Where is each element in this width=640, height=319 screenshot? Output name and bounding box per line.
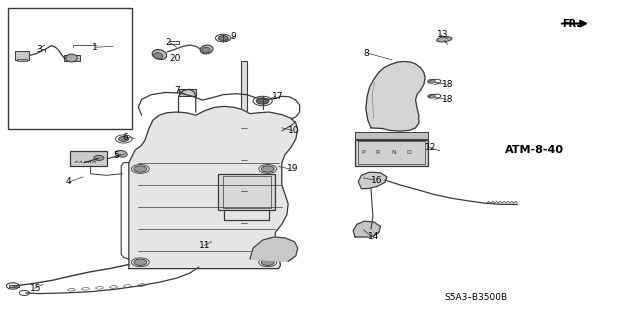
Text: FR.: FR.	[562, 19, 580, 28]
Bar	[8, 8, 132, 130]
Text: 17: 17	[272, 92, 284, 101]
Circle shape	[218, 35, 228, 41]
Ellipse shape	[154, 53, 163, 59]
Text: 11: 11	[199, 241, 211, 250]
Polygon shape	[250, 237, 298, 261]
FancyArrowPatch shape	[562, 21, 586, 26]
Text: 3: 3	[36, 45, 42, 54]
Text: 6: 6	[122, 133, 128, 142]
Text: 5: 5	[113, 151, 118, 160]
Polygon shape	[366, 62, 425, 131]
Circle shape	[261, 259, 274, 265]
Bar	[70, 151, 107, 167]
Bar	[241, 62, 247, 245]
Bar	[17, 59, 27, 62]
Text: 15: 15	[30, 284, 42, 293]
Bar	[355, 132, 428, 139]
Ellipse shape	[152, 49, 166, 59]
Circle shape	[261, 166, 274, 172]
Text: R: R	[376, 150, 380, 155]
Bar	[355, 140, 428, 166]
Text: 4: 4	[65, 177, 71, 186]
Text: 14: 14	[368, 232, 379, 241]
Circle shape	[260, 241, 288, 254]
Text: 13: 13	[436, 30, 448, 39]
Text: 7: 7	[175, 86, 180, 95]
Bar	[64, 55, 80, 62]
Ellipse shape	[200, 45, 213, 54]
Circle shape	[270, 246, 278, 249]
Text: S5A3–B3500B: S5A3–B3500B	[444, 293, 508, 301]
Ellipse shape	[202, 47, 210, 53]
Text: 12: 12	[425, 143, 436, 152]
Bar	[358, 141, 425, 164]
Circle shape	[94, 155, 104, 160]
Text: D: D	[406, 150, 411, 155]
Circle shape	[367, 177, 379, 183]
Text: 19: 19	[287, 165, 298, 174]
Text: N: N	[391, 150, 396, 155]
Circle shape	[428, 79, 435, 83]
Circle shape	[134, 166, 147, 172]
Bar	[218, 174, 275, 210]
Polygon shape	[358, 172, 387, 189]
Ellipse shape	[115, 151, 127, 157]
Circle shape	[266, 244, 282, 251]
Text: 2: 2	[166, 38, 172, 47]
Text: 9: 9	[231, 32, 237, 41]
Text: 18: 18	[442, 80, 454, 89]
Ellipse shape	[66, 54, 77, 62]
Text: 16: 16	[371, 175, 383, 185]
Circle shape	[118, 137, 129, 141]
Bar	[223, 176, 271, 208]
Circle shape	[428, 94, 435, 98]
Polygon shape	[129, 106, 298, 269]
Bar	[179, 89, 196, 96]
Polygon shape	[353, 221, 381, 237]
Circle shape	[256, 98, 269, 104]
Circle shape	[362, 227, 371, 232]
Text: P: P	[361, 150, 365, 155]
Bar	[9, 285, 19, 287]
Text: 10: 10	[288, 126, 300, 135]
Text: 20: 20	[169, 55, 180, 63]
Bar	[15, 51, 29, 60]
Text: ATM-8-40: ATM-8-40	[505, 145, 564, 155]
Text: 1: 1	[92, 43, 98, 52]
Ellipse shape	[436, 37, 452, 42]
Circle shape	[134, 259, 147, 265]
Text: 18: 18	[442, 95, 454, 104]
Text: 8: 8	[364, 49, 369, 58]
